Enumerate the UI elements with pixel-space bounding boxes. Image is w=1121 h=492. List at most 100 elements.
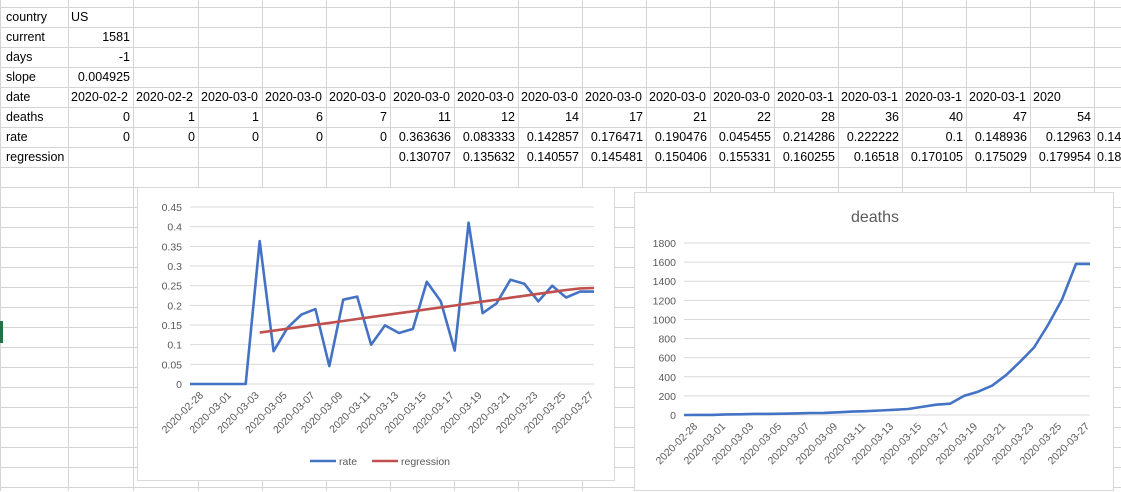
date-cell[interactable]: 2020-03-0 [713, 90, 770, 104]
date-cell[interactable]: 2020-03-0 [521, 90, 578, 104]
regression-cell[interactable]: 0.170105 [910, 150, 963, 164]
rate-cell[interactable]: 0.142857 [526, 130, 579, 144]
date-cell[interactable]: 2020 [1033, 90, 1061, 104]
deaths-cell[interactable]: 11 [438, 110, 451, 124]
regression-cell[interactable]: 0.179954 [1038, 150, 1091, 164]
deaths-cell[interactable]: 47 [1013, 110, 1027, 124]
y-tick-label: 0.4 [167, 222, 182, 234]
y-tick-label: 0.35 [162, 241, 183, 253]
deaths-cell[interactable]: 0 [123, 110, 130, 124]
rate-cell[interactable]: 0.12963 [1045, 130, 1091, 144]
date-cell[interactable]: 2020-02-2 [71, 90, 128, 104]
rate-cell[interactable]: 0.045455 [718, 130, 771, 144]
deaths-cell[interactable]: 40 [949, 110, 963, 124]
rate-cell[interactable]: 0.363636 [398, 130, 451, 144]
deaths-cell[interactable]: 54 [1077, 110, 1091, 124]
date-cell[interactable]: 2020-03-0 [649, 90, 706, 104]
deaths-cell[interactable]: 22 [757, 110, 771, 124]
date-cell[interactable]: 2020-03-1 [777, 90, 834, 104]
label-rate[interactable]: rate [6, 130, 28, 144]
label-regression[interactable]: regression [6, 150, 65, 164]
deaths-cell[interactable]: 14 [565, 110, 579, 124]
date-cell[interactable]: 2020-03-0 [585, 90, 642, 104]
regression-cell[interactable]: 0.155331 [718, 150, 771, 164]
regression-cell[interactable] [262, 147, 326, 167]
date-cell[interactable]: 2020-02-2 [136, 90, 193, 104]
rate-cell[interactable]: 0.1 [945, 130, 963, 144]
rate-cell[interactable]: 0 [252, 130, 259, 144]
deaths-cell[interactable]: 28 [821, 110, 835, 124]
date-cell[interactable]: 2020-03-1 [841, 90, 898, 104]
value-slope[interactable]: 0.004925 [77, 70, 130, 84]
series-line-deaths [683, 262, 1090, 417]
rate-cell[interactable]: 0.14 [1097, 130, 1121, 144]
value-days[interactable]: -1 [118, 50, 130, 64]
regression-cell[interactable]: 0.160255 [782, 150, 835, 164]
y-tick-label: 200 [658, 391, 676, 403]
regression-cell[interactable]: 0.140557 [526, 150, 579, 164]
y-tick-label: 600 [658, 353, 676, 365]
date-cell[interactable]: 2020-03-0 [393, 90, 450, 104]
regression-cell[interactable] [68, 147, 133, 167]
rate-cell[interactable]: 0 [316, 130, 323, 144]
rate-cell[interactable]: 0.190476 [654, 130, 707, 144]
label-slope[interactable]: slope [6, 70, 36, 84]
regression-cell[interactable]: 0.16518 [853, 150, 899, 164]
deaths-cell[interactable]: 7 [380, 110, 387, 124]
deaths-cell[interactable]: 1 [252, 110, 259, 124]
regression-cell[interactable]: 0.135632 [462, 150, 515, 164]
legend-label-regression: regression [401, 456, 450, 468]
rate-cell[interactable]: 0 [123, 130, 130, 144]
regression-cell[interactable]: 0.130707 [398, 150, 451, 164]
regression-cell[interactable]: 0.18 [1097, 150, 1121, 164]
y-tick-label: 1400 [653, 276, 677, 288]
rate-cell[interactable]: 0.176471 [590, 130, 643, 144]
rate-cell[interactable]: 0.214286 [782, 130, 835, 144]
regression-cell[interactable] [198, 147, 262, 167]
regression-cell[interactable] [133, 147, 198, 167]
date-cell[interactable]: 2020-03-0 [457, 90, 514, 104]
y-tick-label: 0.15 [162, 320, 183, 332]
rate-cell[interactable]: 0.148936 [974, 130, 1027, 144]
y-tick-label: 0.3 [167, 261, 182, 273]
deaths-cell[interactable]: 12 [501, 110, 515, 124]
regression-cell[interactable]: 0.175029 [974, 150, 1027, 164]
y-tick-label: 0.45 [162, 202, 183, 214]
deaths-cell[interactable]: 6 [316, 110, 323, 124]
label-deaths[interactable]: deaths [6, 110, 44, 124]
date-cell[interactable]: 2020-03-0 [329, 90, 386, 104]
regression-cell[interactable]: 0.145481 [590, 150, 643, 164]
date-cell[interactable]: 2020-03-0 [201, 90, 258, 104]
deaths-cell[interactable]: 21 [693, 110, 707, 124]
deaths-cell[interactable]: 1 [188, 110, 195, 124]
value-country[interactable]: US [71, 10, 89, 24]
regression-cell[interactable] [326, 147, 390, 167]
deaths-chart[interactable]: deaths 0 200 400 600 800 1000 1200 1400 1600 1800 2… [634, 192, 1114, 491]
deaths-cell[interactable]: 36 [885, 110, 899, 124]
legend-label-rate: rate [339, 456, 357, 468]
legend: rate regression [310, 456, 450, 468]
value-current[interactable]: 1581 [102, 30, 130, 44]
rate-cell[interactable]: 0 [380, 130, 387, 144]
deaths-cell[interactable]: 17 [629, 110, 643, 124]
y-tick-label: 400 [658, 372, 676, 384]
rate-cell[interactable]: 0.222222 [846, 130, 899, 144]
y-tick-label: 0.05 [162, 359, 183, 371]
date-cell[interactable]: 2020-03-0 [265, 90, 322, 104]
series-line-regression [259, 286, 595, 334]
date-cell[interactable]: 2020-03-1 [969, 90, 1026, 104]
label-country[interactable]: country [6, 10, 47, 24]
label-days[interactable]: days [6, 50, 33, 64]
y-tick-label: 800 [658, 334, 676, 346]
date-cell[interactable]: 2020-03-1 [905, 90, 962, 104]
chart-title: deaths [851, 209, 899, 226]
deaths-plot: deaths0200400600800100012001400160018002… [653, 209, 1093, 467]
rate-cell[interactable]: 0.083333 [462, 130, 515, 144]
y-tick-label: 1600 [653, 257, 677, 269]
label-date[interactable]: date [6, 90, 31, 104]
regression-cell[interactable]: 0.150406 [654, 150, 707, 164]
row-selection-marker [0, 321, 3, 343]
label-current[interactable]: current [6, 30, 45, 44]
rate-regression-chart[interactable]: 0 0.05 0.1 0.15 0.2 0.25 0.3 0.35 0.4 0.45 2020-02… [137, 187, 615, 481]
rate-cell[interactable]: 0 [188, 130, 195, 144]
